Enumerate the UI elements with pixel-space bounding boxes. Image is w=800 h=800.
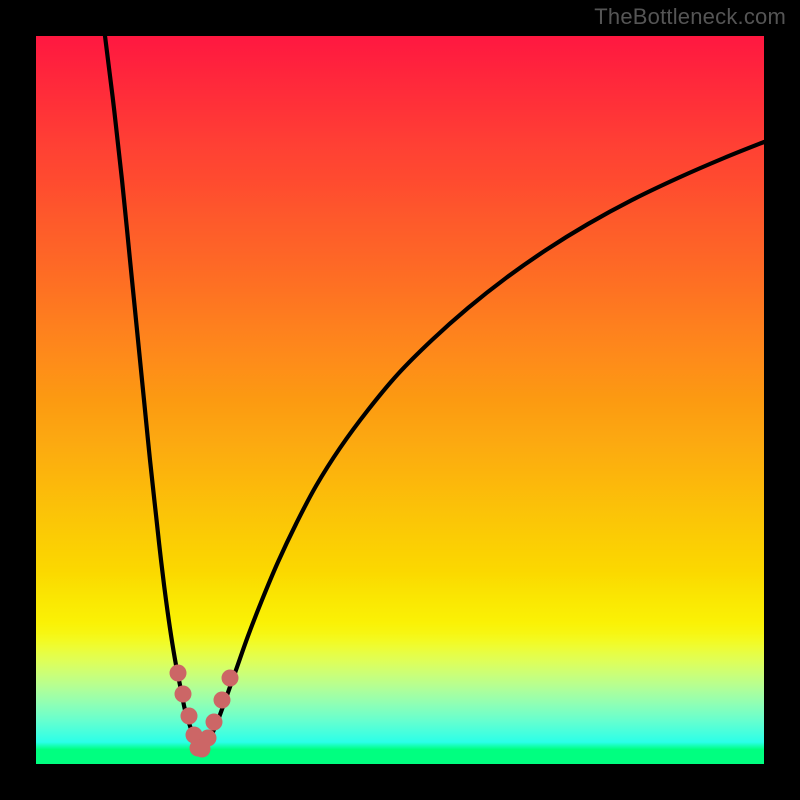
highlight-dot	[200, 730, 217, 747]
highlight-dot	[222, 670, 239, 687]
highlight-dot	[170, 665, 187, 682]
watermark-text: TheBottleneck.com	[594, 4, 786, 30]
highlight-dot	[206, 714, 223, 731]
chart-container: TheBottleneck.com	[0, 0, 800, 800]
highlight-dot	[181, 708, 198, 725]
highlight-dot	[214, 692, 231, 709]
highlight-dot	[175, 686, 192, 703]
chart-svg	[0, 0, 800, 800]
